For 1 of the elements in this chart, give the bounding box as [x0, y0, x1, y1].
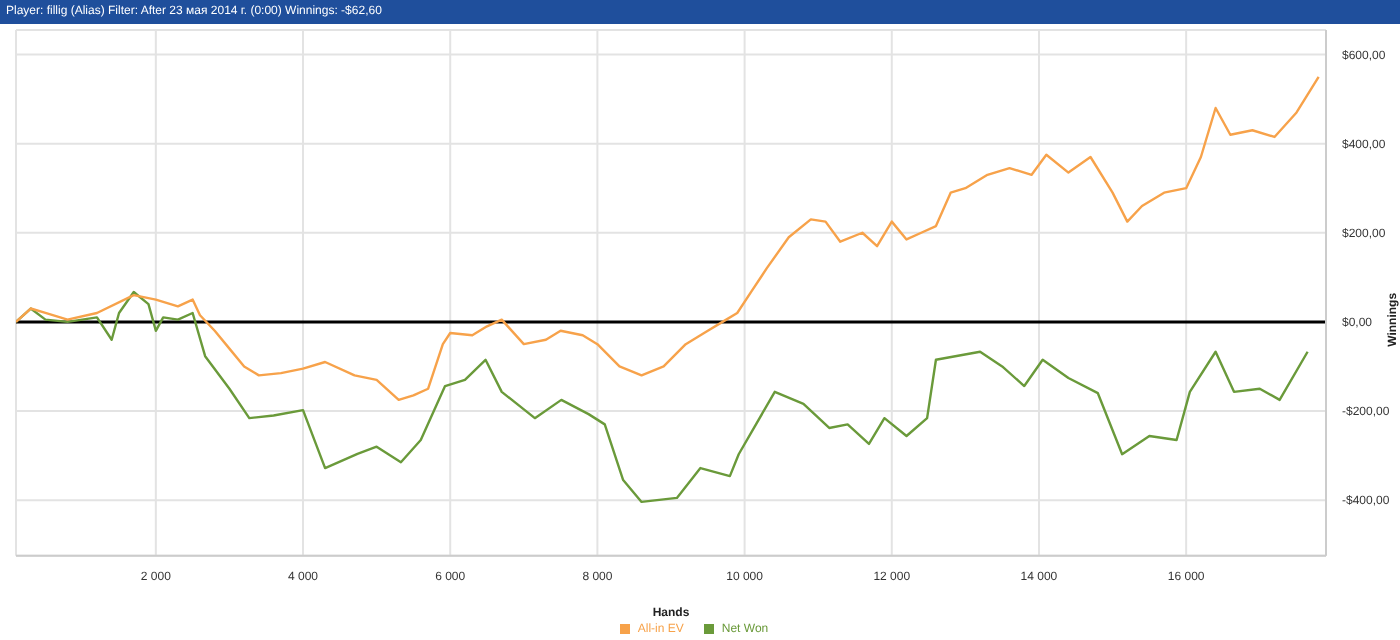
line-series — [16, 75, 1320, 402]
